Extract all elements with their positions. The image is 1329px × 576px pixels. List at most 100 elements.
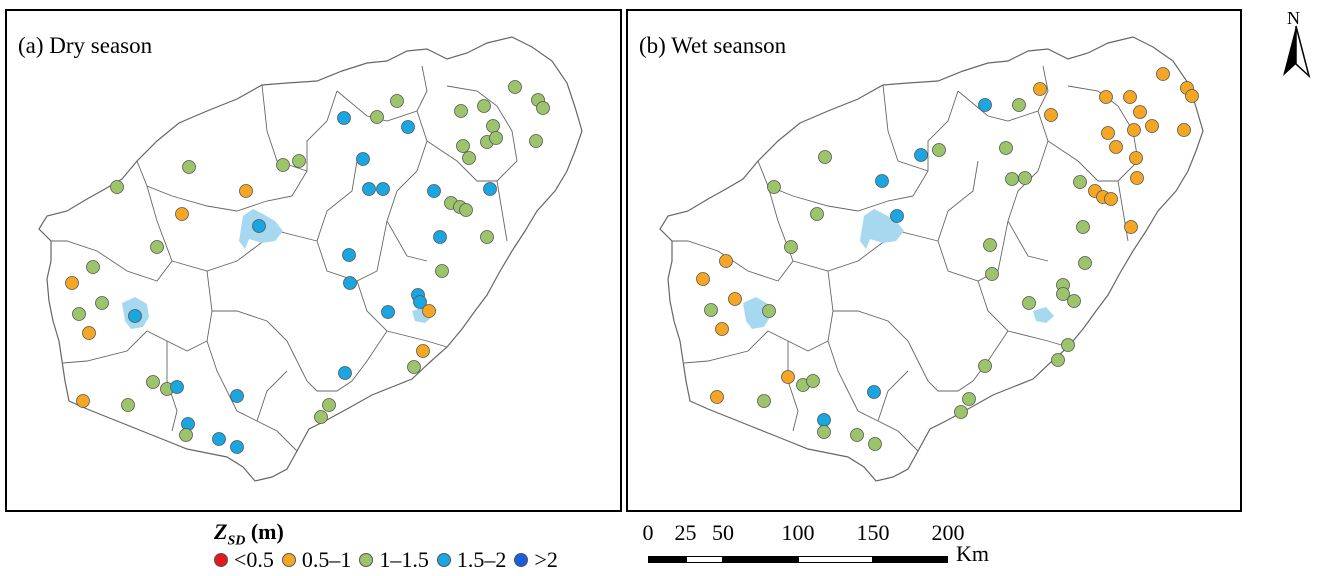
dry-station-dot [480, 230, 494, 244]
wet-station-dot [1130, 171, 1144, 185]
dry-station-dot [342, 248, 356, 262]
wet-station-dot [1099, 90, 1113, 104]
wet-station-dot [696, 272, 710, 286]
dry-county-boundary [336, 65, 428, 122]
wet-station-dot [1145, 119, 1159, 133]
dry-county-boundary [316, 160, 388, 282]
legend-item: 1.5–2 [436, 547, 507, 573]
scale-tick-label: 0 [642, 520, 654, 545]
dry-station-dot [356, 152, 370, 166]
dry-county-boundary [496, 180, 508, 242]
wet-station-dot [890, 209, 904, 223]
north-label: N [1287, 8, 1300, 28]
wet-station-dot [762, 304, 776, 318]
wet-station-dot [817, 413, 831, 427]
wet-station-dot [1104, 192, 1118, 206]
wet-station-dot [1012, 98, 1026, 112]
wet-reservoir [1033, 307, 1054, 323]
wet-county-boundary [767, 270, 834, 352]
wet-island [659, 36, 1204, 482]
wet-station-dot [1078, 256, 1092, 270]
wet-county-boundary [792, 230, 939, 272]
wet-station-dot [1073, 175, 1087, 189]
wet-station-dot [1005, 172, 1019, 186]
wet-station-dot [784, 240, 798, 254]
dry-station-dot [128, 309, 142, 323]
wet-station-dot [962, 392, 976, 406]
wet-station-dot [978, 98, 992, 112]
dry-station-dot [212, 432, 226, 446]
dry-county-boundary [51, 185, 173, 282]
dry-station-dot [362, 182, 376, 196]
wet-county-boundary [827, 340, 919, 452]
wet-station-dot [1127, 123, 1141, 137]
wet-station-dot [1129, 151, 1143, 165]
dry-county-boundary [261, 84, 308, 172]
dry-station-dot [483, 182, 497, 196]
scale-bar: Km 0 25 50 100 150 200 [640, 520, 1000, 570]
dry-county-boundary [206, 340, 298, 452]
dry-station-dot [407, 360, 421, 374]
dry-station-dot [150, 240, 164, 254]
scale-tick-label: 200 [931, 520, 965, 545]
dry-station-dot [230, 389, 244, 403]
wet-station-dot [999, 141, 1013, 155]
panel-wet-season: (b) Wet seanson [626, 9, 1242, 512]
dry-station-dot [82, 326, 96, 340]
dry-station-dot [508, 80, 522, 94]
wet-station-dot [1185, 89, 1199, 103]
panel-title-dry: (a) Dry season [18, 33, 153, 58]
wet-station-dot [867, 385, 881, 399]
wet-station-dot [818, 150, 832, 164]
scale-segment [723, 556, 798, 563]
legend-swatch [359, 553, 374, 567]
dry-county-boundary [291, 90, 338, 197]
dry-station-dot [459, 203, 473, 217]
wet-station-dot [810, 207, 824, 221]
wet-station-dot [978, 359, 992, 373]
dry-county-boundary [62, 330, 148, 364]
legend-swatch [214, 553, 228, 567]
dry-station-dot [376, 182, 390, 196]
dry-station-dot [486, 119, 500, 133]
legend-label: 1.5–2 [456, 547, 507, 572]
legend-item: <0.5 [214, 547, 274, 573]
scale-segment [798, 556, 873, 563]
wet-reservoir [743, 297, 770, 329]
dry-station-dot [65, 276, 79, 290]
wet-station-dot [704, 303, 718, 317]
scale-unit: Km [956, 541, 989, 566]
legend-title-sub: SD [227, 533, 246, 549]
wet-station-dot [932, 143, 946, 157]
dry-station-dot [338, 366, 352, 380]
wet-station-dot [1177, 123, 1191, 137]
legend-title: ZSD (m) [214, 519, 284, 549]
legend-label: >2 [534, 547, 558, 572]
wet-station-dot [1044, 108, 1058, 122]
wet-station-dot [767, 180, 781, 194]
dry-station-dot [146, 375, 160, 389]
wet-station-dot [983, 238, 997, 252]
scale-tick-label: 100 [781, 520, 815, 545]
dry-county-boundary [166, 341, 178, 432]
dry-station-dot [489, 131, 503, 145]
wet-county-boundary [787, 341, 799, 432]
wet-station-dot [1123, 90, 1137, 104]
wet-station-dot [806, 374, 820, 388]
legend-label: 1–1.5 [379, 547, 429, 572]
wet-county-boundary [912, 90, 959, 197]
dry-station-dot [529, 134, 543, 148]
legend-item: >2 [514, 547, 558, 573]
legend-label: <0.5 [234, 547, 274, 572]
wet-station-dot [1051, 353, 1065, 367]
dry-station-dot [427, 184, 441, 198]
dry-station-dot [110, 180, 124, 194]
wet-county-boundary [672, 185, 794, 282]
dry-station-dot [381, 305, 395, 319]
dry-station-dot [433, 230, 447, 244]
wet-station-dot [781, 370, 795, 384]
dry-station-dot [252, 219, 266, 233]
scale-segment [648, 556, 686, 563]
dry-county-boundary [296, 330, 388, 392]
legend-title-var: Z [214, 519, 228, 544]
